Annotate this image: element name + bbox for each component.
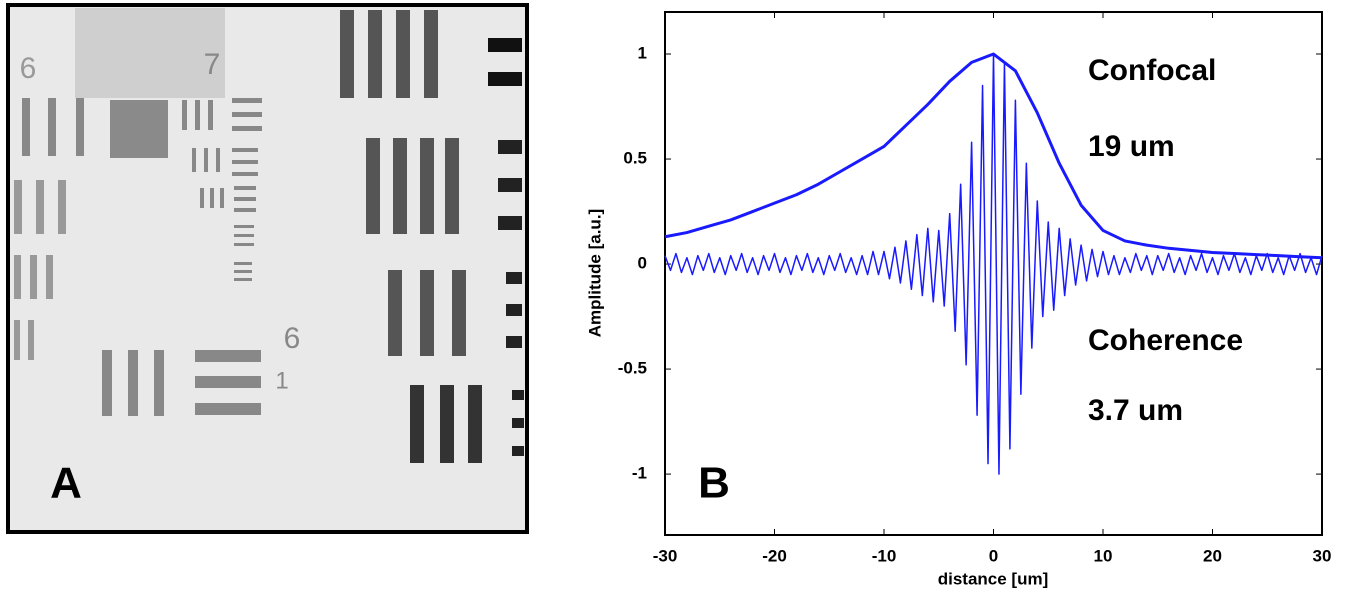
y-tick-label: 1: [638, 43, 647, 62]
x-tick-label: 30: [1313, 546, 1332, 565]
y-tick-label: 0: [638, 254, 647, 273]
target-bars: [14, 10, 524, 463]
annotation: Confocal: [1088, 54, 1216, 87]
x-tick-label: -20: [762, 546, 787, 565]
target-label: 7: [204, 48, 221, 81]
target-label: 6: [20, 52, 37, 85]
panel-label: A: [50, 459, 82, 508]
image-texture: [75, 8, 225, 98]
annotation: Coherence: [1088, 324, 1243, 357]
panel-a: 6 7 6 1 A: [6, 3, 529, 534]
image-texture: [110, 100, 168, 158]
target-label: 1: [275, 367, 288, 394]
data-line: [664, 53, 1323, 475]
target-label: 6: [284, 322, 301, 355]
panel-label: B: [698, 459, 730, 508]
x-axis-label: distance [um]: [938, 569, 1049, 588]
x-tick-label: 0: [989, 546, 998, 565]
x-tick-label: 10: [1094, 546, 1113, 565]
x-tick-label: 20: [1203, 546, 1222, 565]
x-tick-label: -30: [653, 546, 678, 565]
annotation: 19 um: [1088, 130, 1175, 163]
panel-b: distance [um] Amplitude [a.u.] Confocal …: [585, 11, 1332, 588]
annotation: 3.7 um: [1088, 394, 1183, 427]
y-axis-label: Amplitude [a.u.]: [585, 209, 604, 337]
y-tick-label: -1: [632, 464, 647, 483]
x-tick-label: -10: [872, 546, 897, 565]
y-tick-label: 0.5: [623, 149, 647, 168]
y-tick-label: -0.5: [618, 359, 647, 378]
